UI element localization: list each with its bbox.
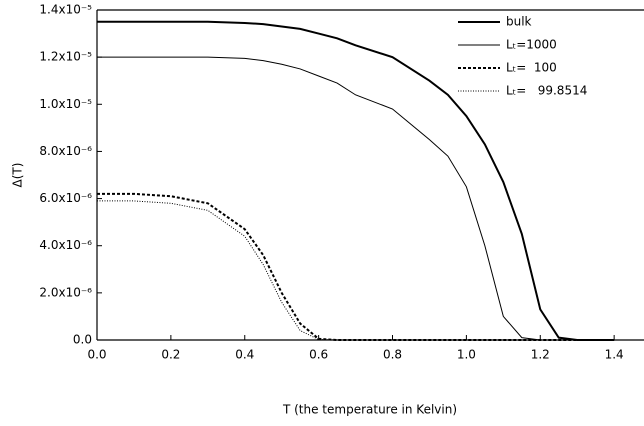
legend-label: bulk [506,15,532,29]
series-line [97,20,615,341]
y-tick-label: 6.0x10⁻⁶ [39,191,92,205]
x-tick-label: 1.4 [605,348,624,362]
y-tick-label: 2.0x10⁻⁶ [39,285,92,299]
series-line [97,192,615,341]
series-line [97,56,615,341]
x-tick-label: 1.0 [457,348,476,362]
x-tick-label: 1.2 [531,348,550,362]
y-tick-label: 0.0 [73,333,92,347]
x-tick-label: 0.2 [161,348,180,362]
y-tick-label: 8.0x10⁻⁶ [39,144,92,158]
y-tick-label: 1.4x10⁻⁵ [39,3,92,17]
y-tick-label: 1.0x10⁻⁵ [39,97,92,111]
x-tick-label: 0.0 [87,348,106,362]
legend-label: Lₜ= 99.8514 [506,84,587,98]
y-tick-label: 4.0x10⁻⁶ [39,238,92,252]
y-axis-label: Δ(T) [11,163,25,188]
x-tick-label: 0.6 [309,348,328,362]
x-tick-label: 0.4 [235,348,254,362]
y-tick-label: 1.2x10⁻⁵ [39,50,92,64]
x-tick-label: 0.8 [383,348,402,362]
legend-label: Lₜ= 100 [506,61,557,75]
x-axis-label: T (the temperature in Kelvin) [282,403,457,417]
series-line [97,200,615,341]
legend-label: Lₜ=1000 [506,38,557,52]
